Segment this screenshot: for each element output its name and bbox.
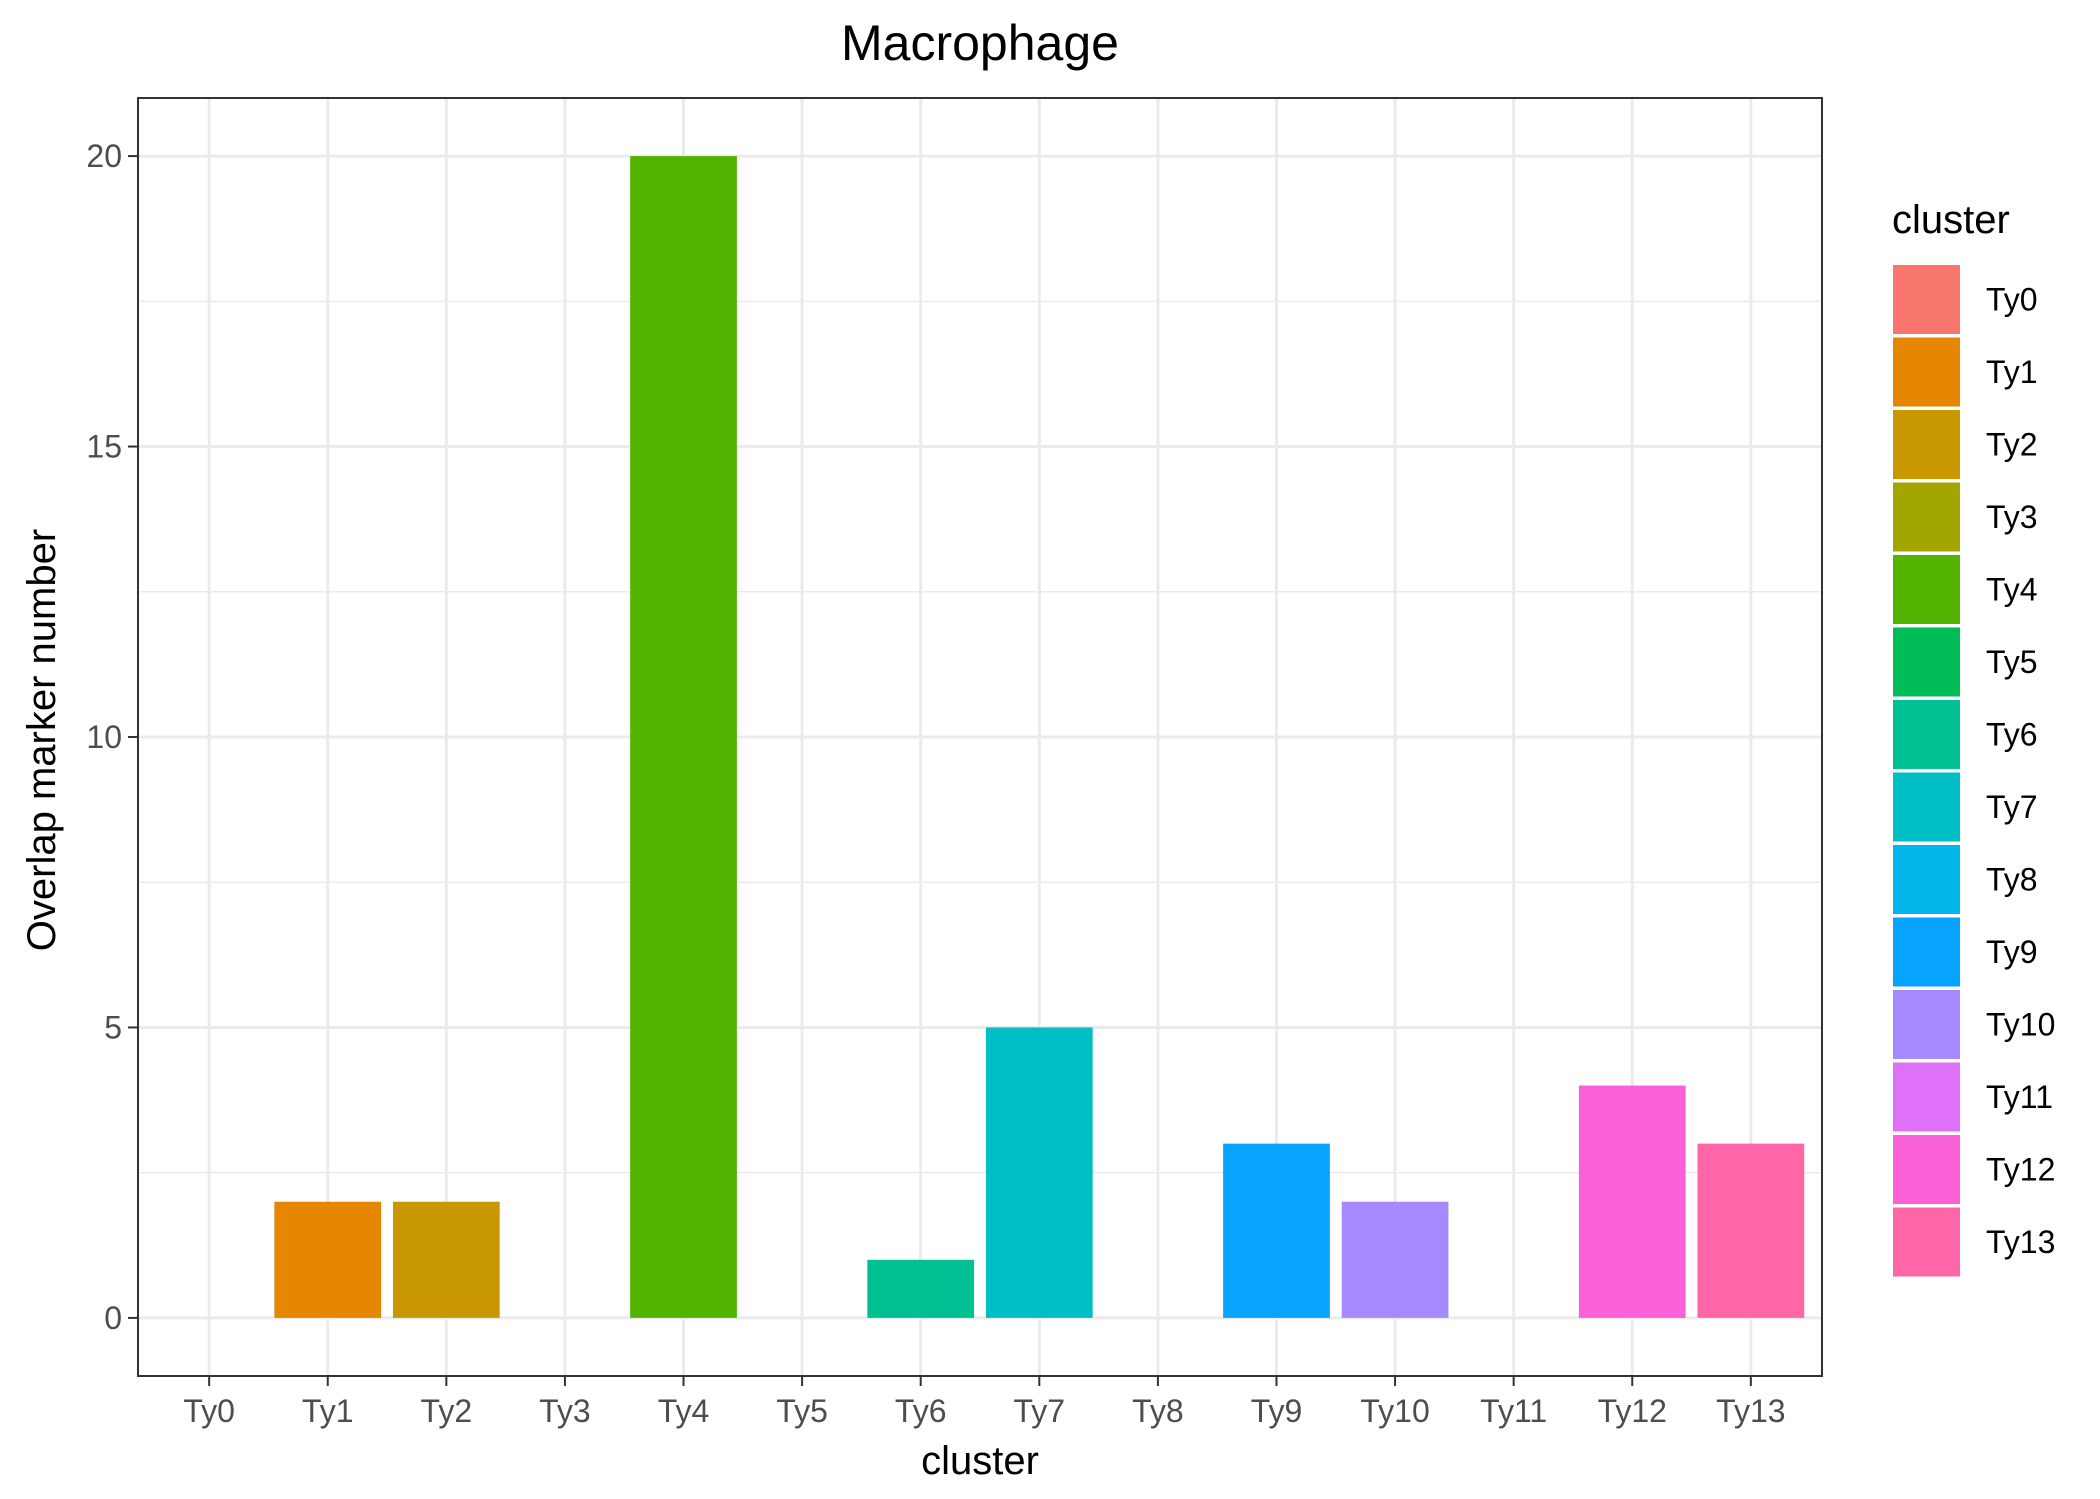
legend-label-ty12: Ty12	[1986, 1152, 2055, 1188]
y-tick-label: 5	[104, 1009, 122, 1045]
x-tick-label: Ty5	[776, 1393, 828, 1429]
bar-ty6	[867, 1259, 975, 1318]
legend-key-ty12	[1893, 1135, 1960, 1204]
legend-label-ty10: Ty10	[1986, 1007, 2055, 1043]
legend-label-ty4: Ty4	[1986, 572, 2038, 608]
x-tick-label: Ty1	[302, 1393, 354, 1429]
bar-ty13	[1697, 1143, 1805, 1318]
x-tick-label: Ty11	[1480, 1393, 1547, 1429]
legend-key-ty0	[1893, 265, 1960, 334]
x-tick-label: Ty6	[895, 1393, 947, 1429]
legend-label-ty5: Ty5	[1986, 644, 2038, 680]
plot-panel: 0 5 10 15 20 Ty0 Ty1 Ty2 Ty3 Ty4 Ty5 Ty6 Ty7 Ty8 Ty9 Ty…	[86, 97, 1823, 1429]
y-tick-label: 0	[104, 1300, 122, 1336]
legend-label-ty13: Ty13	[1986, 1224, 2055, 1260]
y-axis-title: Overlap marker number	[20, 529, 64, 951]
legend-key-ty8	[1893, 845, 1960, 914]
bar-ty10	[1341, 1201, 1449, 1318]
legend-key-ty3	[1893, 482, 1960, 552]
legend: cluster Ty0 Ty1 Ty2 Ty3 Ty4 Ty5 Ty6 Ty7 Ty8 Ty9 Ty…	[1892, 198, 2055, 1277]
legend-label-ty3: Ty3	[1986, 499, 2038, 535]
x-axis-title: cluster	[921, 1439, 1039, 1483]
x-tick-label: Ty3	[539, 1393, 591, 1429]
bar-ty1	[274, 1201, 382, 1318]
y-tick-label: 20	[86, 138, 122, 174]
chart-title: Macrophage	[841, 15, 1119, 71]
legend-key-ty7	[1893, 772, 1960, 842]
bar-ty9	[1223, 1143, 1330, 1318]
x-tick-label: Ty7	[1014, 1393, 1066, 1429]
legend-key-ty10	[1893, 990, 1960, 1059]
x-tick-label: Ty0	[183, 1393, 235, 1429]
legend-label-ty11: Ty11	[1986, 1079, 2053, 1115]
x-tick-label: Ty2	[421, 1393, 473, 1429]
legend-key-ty2	[1893, 410, 1960, 479]
legend-key-ty4	[1893, 555, 1960, 624]
x-tick-label: Ty4	[658, 1393, 710, 1429]
legend-label-ty8: Ty8	[1986, 862, 2038, 898]
legend-label-ty2: Ty2	[1986, 427, 2038, 463]
legend-key-ty1	[1893, 337, 1960, 407]
legend-label-ty9: Ty9	[1986, 934, 2038, 970]
legend-key-ty5	[1893, 627, 1960, 697]
legend-title: cluster	[1892, 198, 2010, 242]
bar-ty12	[1578, 1085, 1686, 1318]
x-tick-label: Ty9	[1251, 1393, 1303, 1429]
legend-label-ty0: Ty0	[1986, 282, 2038, 318]
x-tick-label: Ty10	[1360, 1393, 1429, 1429]
bar-ty2	[392, 1201, 500, 1318]
legend-label-ty1: Ty1	[1986, 354, 2038, 390]
legend-key-ty11	[1893, 1062, 1960, 1132]
y-tick-label: 10	[86, 719, 122, 755]
legend-key-ty6	[1893, 700, 1960, 769]
legend-label-ty6: Ty6	[1986, 717, 2038, 753]
x-tick-label: Ty8	[1132, 1393, 1184, 1429]
legend-key-ty13	[1893, 1207, 1960, 1277]
x-tick-label: Ty12	[1598, 1393, 1667, 1429]
legend-label-ty7: Ty7	[1986, 789, 2038, 825]
bar-ty7	[985, 1027, 1093, 1318]
legend-key-ty9	[1893, 917, 1960, 987]
bar-ty4	[630, 156, 737, 1318]
x-tick-label: Ty13	[1716, 1393, 1785, 1429]
y-tick-label: 15	[86, 429, 122, 465]
